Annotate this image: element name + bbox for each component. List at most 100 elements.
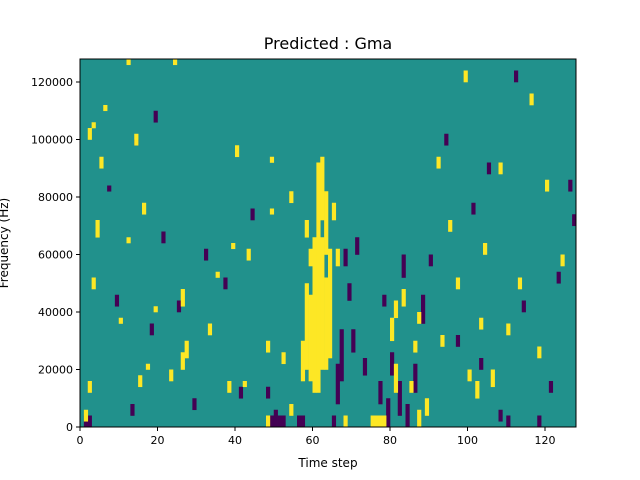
x-tick-label: 40 [228,434,242,447]
high-value-cell [417,409,422,428]
low-value-cell [386,398,391,428]
low-value-cell [556,271,561,284]
low-value-cell [444,133,449,146]
low-value-cell [413,363,418,393]
high-value-cell [537,346,542,359]
high-value-cell [401,289,406,307]
low-value-cell [273,409,278,428]
low-value-cell [455,335,461,347]
plot-frame [79,58,577,428]
high-value-cell [180,352,185,370]
high-value-cell [281,352,286,365]
low-value-cell [506,415,511,428]
x-tick-label: 100 [457,434,478,447]
low-value-cell [521,300,526,313]
heatmap-cells [83,59,577,428]
high-value-cell [374,415,379,428]
high-value-cell [266,415,271,428]
low-value-cell [548,381,554,393]
y-tick-label: 80000 [38,191,73,204]
y-tick-label: 60000 [38,249,73,262]
low-value-cell [204,248,209,261]
low-value-cell [153,110,158,123]
x-tick-label: 120 [535,434,556,447]
high-value-cell [308,248,313,267]
high-value-cell [207,323,213,336]
high-value-cell [91,122,96,129]
low-value-cell [339,329,344,382]
low-value-cell [281,415,286,428]
high-value-cell [180,289,185,307]
low-value-cell [486,162,492,175]
high-value-cell [417,312,422,324]
low-value-cell [572,214,577,227]
high-value-cell [467,369,472,382]
high-value-cell [560,254,565,267]
x-tick-label: 80 [383,434,397,447]
high-value-cell [184,340,189,359]
high-value-cell [235,145,240,158]
low-value-cell [479,358,484,370]
high-value-cell [475,381,480,399]
high-value-cell [126,237,131,244]
y-tick-label: 120000 [31,76,73,89]
high-value-cell [300,340,306,382]
low-value-cell [107,185,112,192]
low-value-cell [297,415,302,428]
high-value-cell [517,277,523,290]
x-axis: 0 20 40 60 80 100 120 [77,427,556,447]
high-value-cell [99,156,104,169]
x-tick-label: 20 [151,434,165,447]
low-value-cell [498,409,503,422]
high-value-cell [328,248,333,359]
high-value-cell [269,208,275,215]
high-value-cell [304,220,309,238]
high-value-cell [370,415,375,428]
low-value-cell [390,352,395,376]
high-value-cell [242,381,247,388]
low-value-cell [130,404,135,416]
high-value-cell [413,340,418,353]
x-tick-label: 0 [77,434,84,447]
y-tick-label: 40000 [38,306,73,319]
high-value-cell [498,162,503,175]
low-value-cell [568,179,573,192]
high-value-cell [393,300,399,319]
low-value-cell [471,202,476,215]
y-tick-label: 20000 [38,364,73,377]
high-value-cell [409,381,414,393]
low-value-cell [238,386,244,399]
high-value-cell [463,70,468,83]
low-value-cell [277,415,282,428]
low-value-cell [514,70,519,83]
low-value-cell [421,294,426,324]
high-value-cell [134,133,139,146]
high-value-cell [343,415,348,428]
y-axis: 0 20000 40000 60000 80000 100000 120000 [31,76,80,434]
low-value-cell [176,300,182,313]
low-value-cell [161,231,166,244]
low-value-cell [382,294,387,307]
high-value-cell [142,202,147,215]
y-tick-label: 0 [66,421,73,434]
x-axis-label: Time step [297,456,357,470]
high-value-cell [87,381,92,393]
high-value-cell [324,277,329,370]
high-value-cell [173,59,178,66]
high-value-cell [436,156,441,169]
y-tick-label: 100000 [31,134,73,147]
high-value-cell [316,162,321,393]
high-value-cell [324,191,329,255]
low-value-cell [397,381,402,416]
high-value-cell [118,317,123,324]
low-value-cell [362,358,368,376]
high-value-cell [483,243,488,255]
low-value-cell [347,283,352,301]
high-value-cell [169,369,174,382]
high-value-cell [335,248,340,267]
low-value-cell [266,386,271,399]
high-value-cell [289,191,294,204]
high-value-cell [390,317,395,342]
low-value-cell [331,415,337,428]
